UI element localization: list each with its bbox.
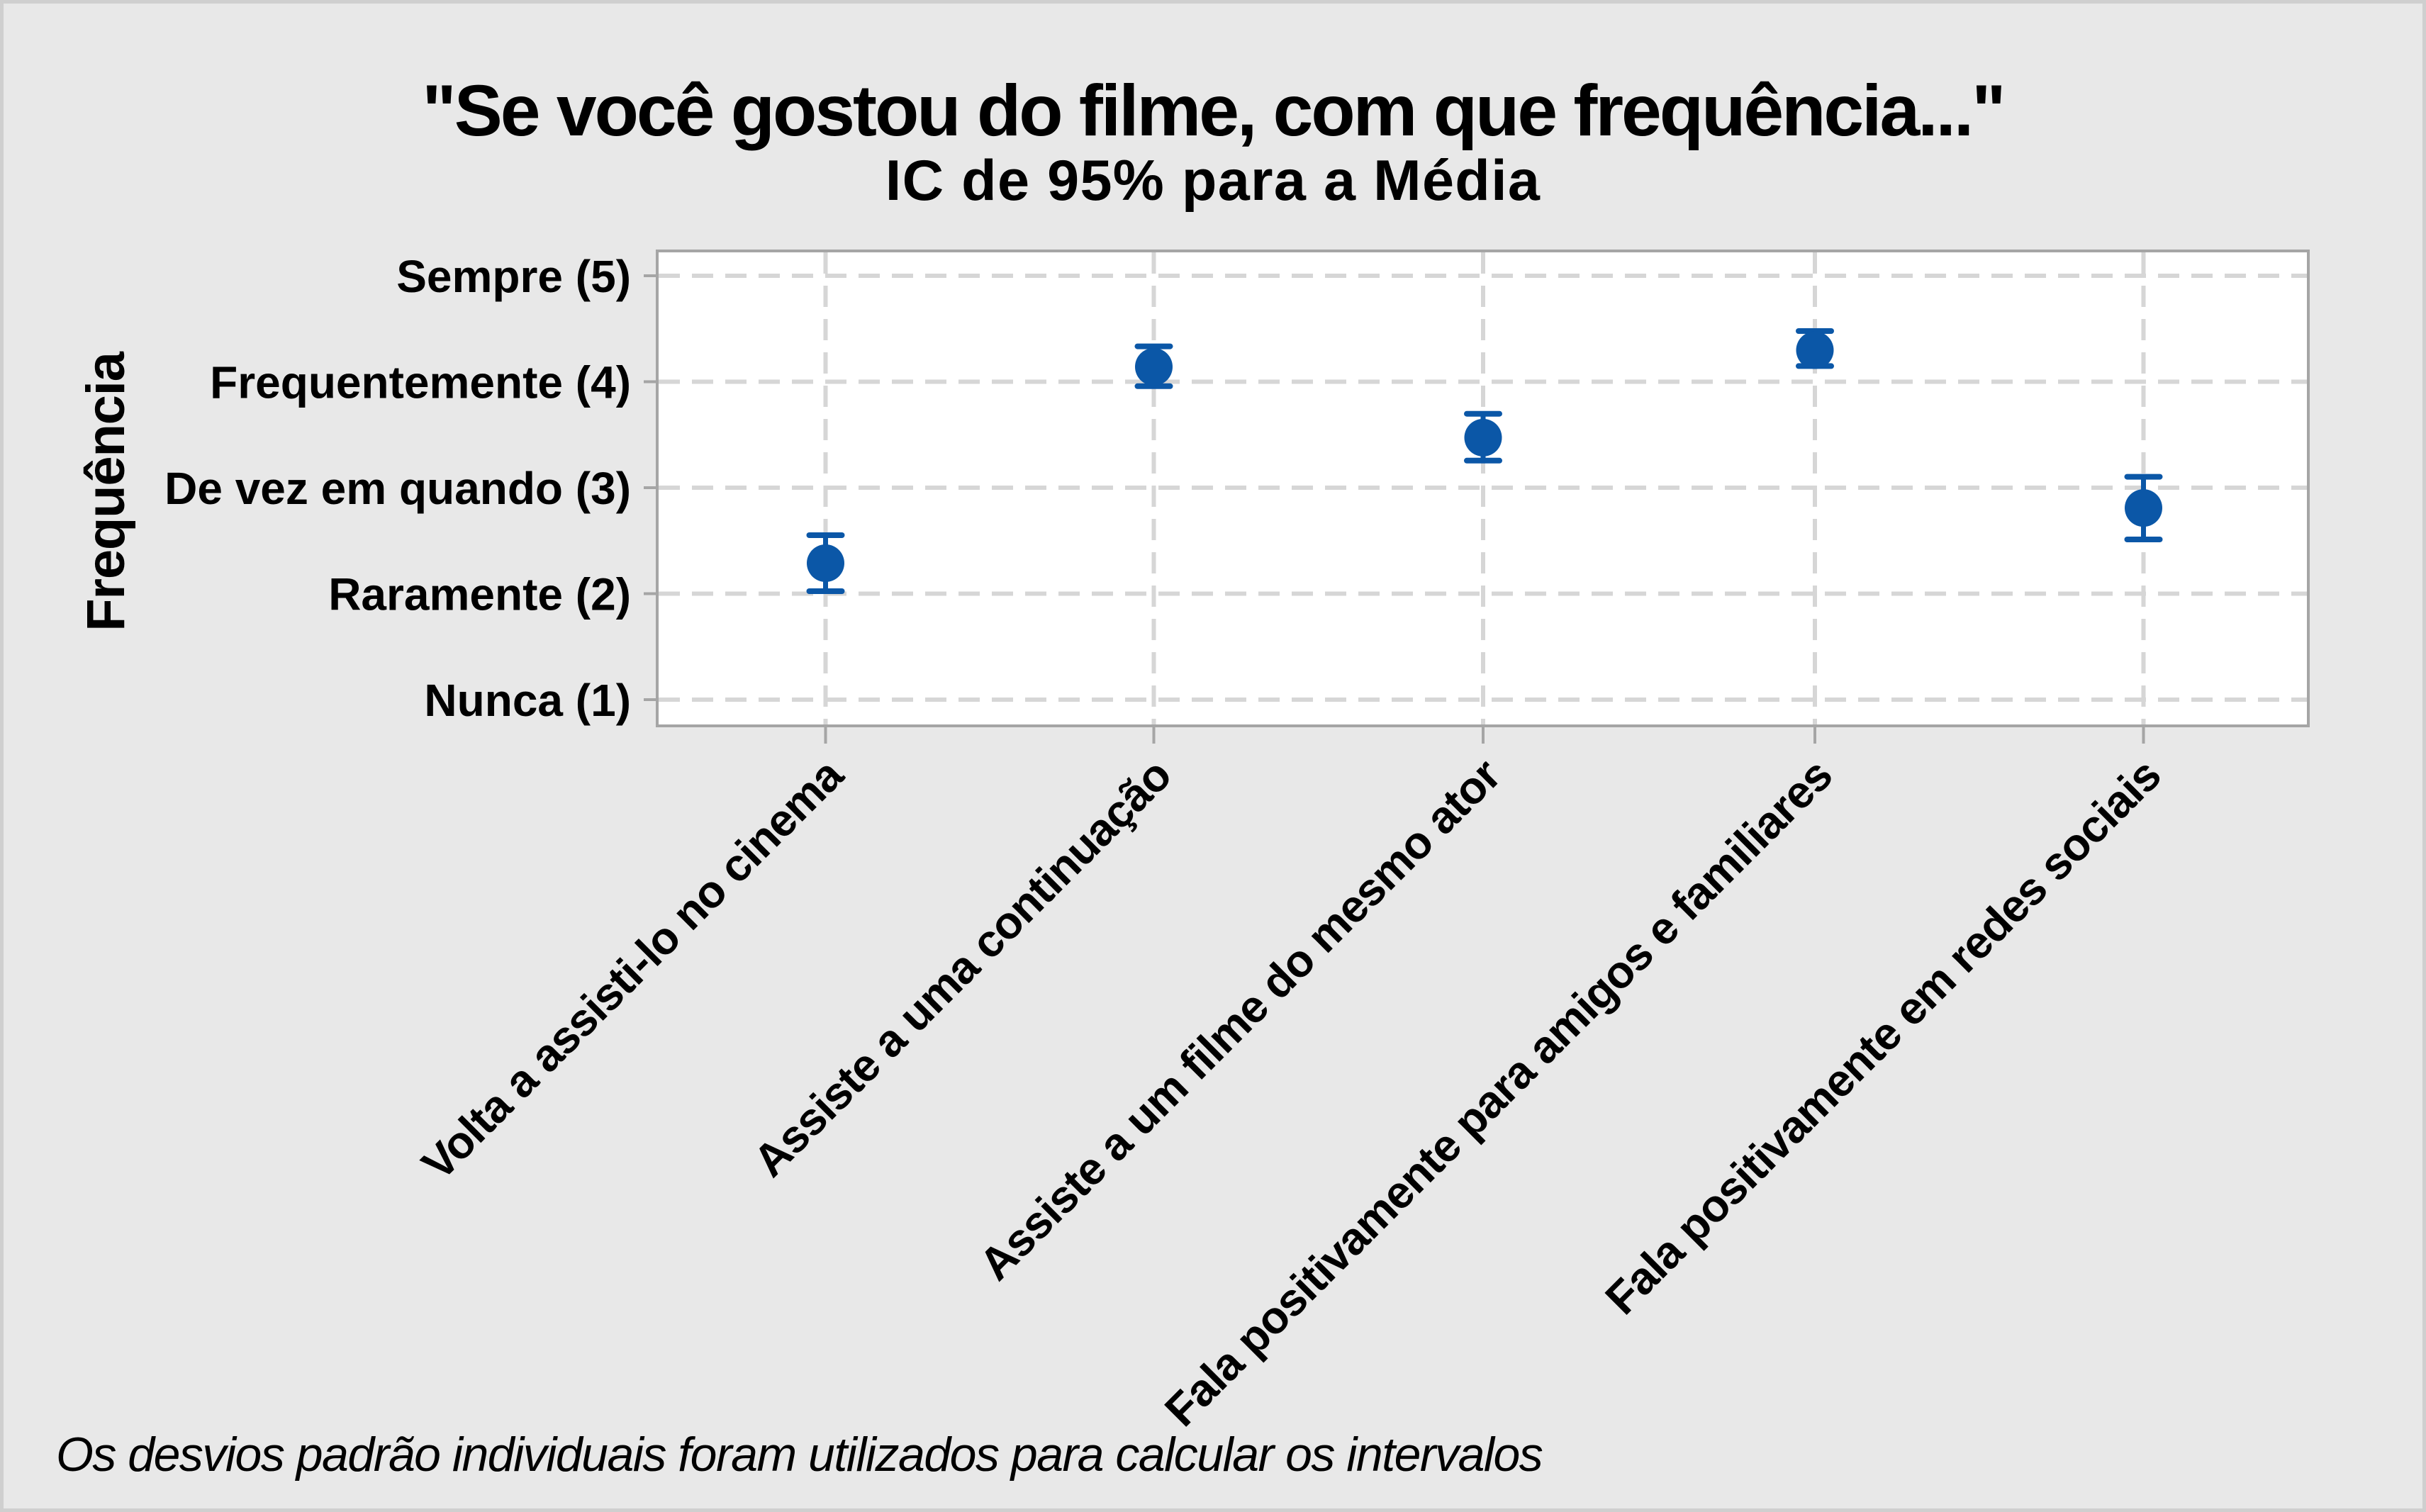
- svg-text:Raramente (2): Raramente (2): [328, 569, 631, 620]
- svg-text:Frequentemente (4): Frequentemente (4): [210, 357, 631, 408]
- svg-text:IC de 95% para a Média: IC de 95% para a Média: [885, 149, 1541, 213]
- svg-text:Os desvios padrão individuais: Os desvios padrão individuais foram util…: [56, 1428, 1543, 1482]
- svg-text:De vez em quando (3): De vez em quando (3): [164, 463, 631, 514]
- svg-text:"Se você gostou do filme, com: "Se você gostou do filme, com que frequê…: [422, 70, 2003, 151]
- svg-text:Nunca (1): Nunca (1): [424, 675, 631, 726]
- svg-text:Sempre (5): Sempre (5): [396, 251, 631, 302]
- svg-text:Frequência: Frequência: [76, 351, 136, 631]
